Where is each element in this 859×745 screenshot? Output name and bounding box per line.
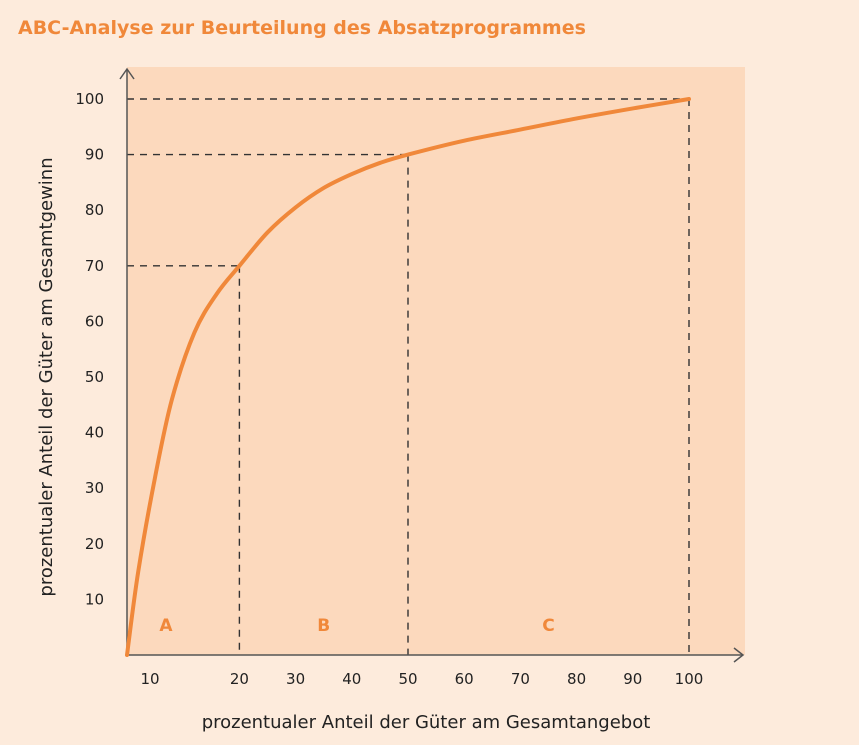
x-tick-label: 100	[675, 670, 704, 688]
y-axis-title: prozentualer Anteil der Güter am Gesamtg…	[36, 157, 57, 596]
zone-label: B	[317, 616, 330, 636]
x-tick-label: 70	[511, 670, 530, 688]
y-tick-label: 50	[85, 368, 104, 386]
y-tick-label: 90	[85, 146, 104, 164]
x-tick-label: 10	[140, 670, 159, 688]
plot-area	[127, 67, 745, 655]
y-tick-label: 10	[85, 590, 104, 608]
y-tick-label: 30	[85, 479, 104, 497]
abc-curve	[125, 97, 691, 657]
y-tick-label: 20	[85, 535, 104, 553]
y-tick-label: 70	[85, 257, 104, 275]
y-tick-label: 40	[85, 424, 104, 442]
x-tick-label: 40	[342, 670, 361, 688]
y-tick-label: 80	[85, 201, 104, 219]
x-tick-label: 80	[567, 670, 586, 688]
x-tick-label: 20	[230, 670, 249, 688]
x-tick-label: 60	[455, 670, 474, 688]
y-tick-label: 100	[75, 90, 104, 108]
chart-title: ABC-Analyse zur Beurteilung des Absatzpr…	[18, 17, 586, 39]
x-tick-label: 50	[398, 670, 417, 688]
zone-label: A	[159, 616, 173, 636]
x-tick-label: 30	[286, 670, 305, 688]
zone-label: C	[542, 616, 554, 636]
x-axis-title: prozentualer Anteil der Güter am Gesamta…	[202, 712, 651, 733]
x-axis-arrow	[733, 647, 745, 663]
x-tick-label: 90	[623, 670, 642, 688]
y-axis-arrow	[119, 67, 135, 80]
y-tick-label: 60	[85, 312, 104, 330]
